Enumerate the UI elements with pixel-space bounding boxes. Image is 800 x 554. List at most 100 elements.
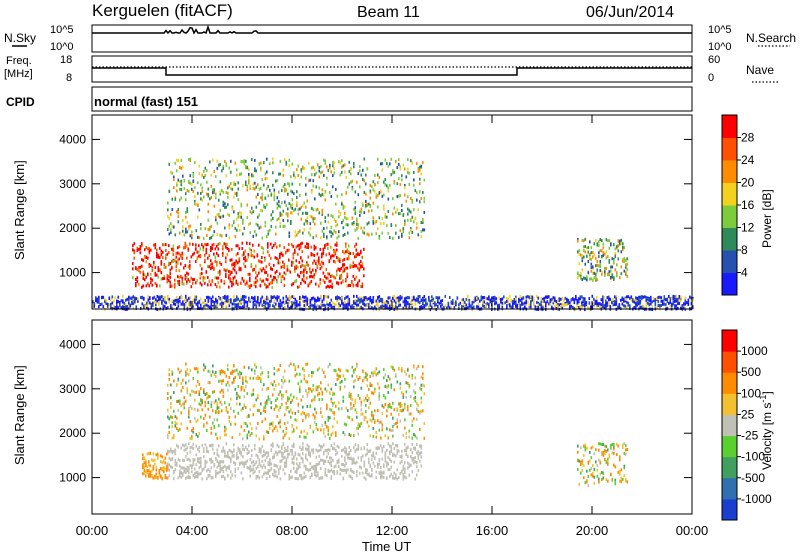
velocity-echo-cell [377, 465, 379, 469]
power-echo-cell [363, 296, 366, 300]
power-echo-cell [270, 295, 273, 299]
power-echo-cell [288, 248, 290, 252]
power-echo-cell [312, 253, 314, 257]
power-echo-cell [253, 283, 256, 287]
power-echo-cell [286, 268, 289, 272]
power-echo-cell [328, 259, 331, 263]
power-echo-cell [240, 306, 243, 310]
power-echo-cell [348, 182, 351, 186]
power-echo-cell [327, 284, 329, 288]
power-echo-cell [426, 302, 429, 306]
power-echo-cell [321, 188, 324, 192]
velocity-echo-cell [282, 381, 285, 385]
power-echo-cell [578, 273, 581, 277]
power-echo-cell [288, 184, 291, 188]
power-echo-cell [171, 225, 174, 228]
velocity-echo-cell [233, 409, 235, 413]
power-echo-cell [148, 263, 151, 266]
velocity-echo-cell [290, 408, 292, 412]
power-echo-cell [257, 183, 259, 187]
power-echo-cell [584, 304, 586, 308]
power-echo-cell [310, 279, 313, 283]
power-echo-cell [221, 169, 223, 173]
power-echo-cell [279, 255, 281, 259]
power-echo-cell [197, 191, 199, 195]
power-echo-cell [231, 187, 234, 191]
velocity-echo-cell [252, 392, 255, 396]
velocity-echo-cell [401, 469, 403, 473]
power-echo-cell [669, 297, 672, 301]
power-echo-cell [163, 263, 166, 266]
power-echo-cell [159, 297, 162, 301]
power-echo-cell [252, 210, 255, 214]
velocity-echo-cell [194, 407, 196, 411]
power-echo-cell [318, 256, 320, 260]
power-echo-cell [297, 265, 299, 269]
power-echo-cell [452, 301, 454, 305]
power-echo-cell [213, 190, 216, 194]
power-echo-cell [210, 263, 212, 267]
velocity-echo-cell [368, 461, 370, 465]
power-echo-cell [233, 219, 235, 223]
velocity-echo-cell [216, 403, 219, 407]
power-echo-cell [180, 166, 183, 170]
power-echo-cell [615, 295, 618, 299]
velocity-echo-cell [315, 463, 318, 467]
velocity-echo-cell [303, 471, 306, 475]
power-echo-cell [429, 303, 432, 307]
power-echo-cell [246, 258, 248, 262]
power-echo-cell [180, 262, 182, 266]
power-echo-cell [633, 300, 636, 304]
power-echo-cell [224, 226, 226, 230]
power-echo-cell [512, 305, 514, 309]
power-echo-cell [189, 264, 191, 268]
power-echo-cell [148, 251, 151, 255]
power-echo-cell [345, 191, 348, 195]
power-echo-cell [344, 301, 346, 304]
power-echo-cell [399, 295, 402, 298]
nsearch-tick-high: 10^5 [708, 24, 732, 36]
velocity-echo-cell [278, 421, 280, 425]
velocity-echo-cell [348, 456, 351, 460]
power-echo-cell [227, 195, 229, 199]
power-echo-cell [325, 267, 328, 271]
power-echo-cell [247, 252, 250, 256]
velocity-echo-cell [389, 474, 391, 478]
power-echo-cell [180, 179, 183, 183]
power-echo-cell [575, 297, 577, 301]
power-echo-cell [226, 253, 229, 257]
power-echo-cell [383, 180, 385, 184]
power-echo-cell [416, 297, 418, 301]
power-echo-cell [281, 213, 283, 217]
power-echo-cell [444, 294, 447, 298]
power-echo-cell [579, 295, 582, 299]
velocity-echo-cell [213, 425, 216, 428]
velocity-echo-cell [387, 468, 390, 472]
power-echo-cell [249, 231, 252, 235]
power-echo-cell [431, 299, 433, 302]
velocity-echo-cell [161, 466, 164, 470]
power-echo-cell [360, 251, 362, 255]
power-echo-cell [582, 296, 585, 300]
power-echo-cell [377, 205, 379, 209]
velocity-echo-cell [299, 434, 301, 438]
power-echo-cell [266, 170, 268, 174]
power-echo-cell [314, 222, 316, 226]
power-echo-cell [506, 306, 508, 309]
velocity-echo-cell [210, 426, 213, 430]
power-echo-cell [252, 303, 255, 306]
power-echo-cell [272, 183, 274, 187]
velocity-echo-cell [252, 460, 255, 464]
power-echo-cell [348, 170, 351, 174]
power-echo-cell [642, 306, 645, 310]
velocity-echo-cell [255, 426, 258, 430]
power-echo-cell [405, 175, 408, 179]
velocity-echo-cell [212, 460, 214, 464]
velocity-echo-cell [192, 473, 195, 477]
power-echo-cell [309, 298, 312, 302]
power-echo-cell [198, 172, 201, 175]
power-echo-cell [142, 277, 145, 280]
velocity-echo-cell [183, 468, 186, 472]
power-echo-cell [200, 306, 202, 310]
power-echo-cell [201, 173, 204, 177]
